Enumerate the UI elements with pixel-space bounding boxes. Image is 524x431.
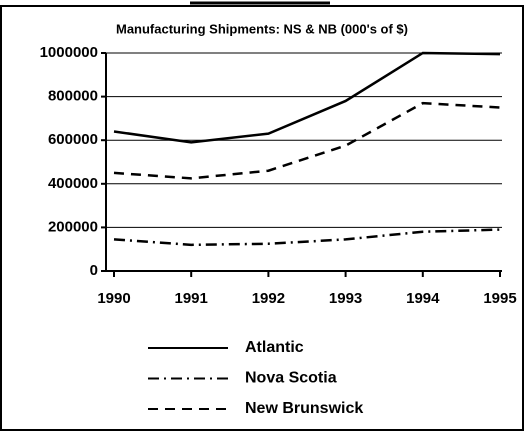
frame: [0, 5, 524, 431]
y-tick-label: 800000: [48, 88, 98, 105]
y-tick-label: 0: [90, 262, 98, 279]
x-tick-label: 1994: [406, 290, 440, 307]
series-line: [113, 101, 501, 180]
chart-title: Manufacturing Shipments: NS & NB (000's …: [116, 21, 408, 36]
x-tick-label: 1993: [329, 290, 362, 307]
legend-label: New Brunswick: [245, 400, 363, 417]
x-tick-label: 1992: [252, 290, 285, 307]
y-tick-label: 400000: [48, 175, 98, 192]
series-line: [113, 228, 501, 247]
x-tick-label: 1991: [175, 290, 208, 307]
series-line: [113, 51, 501, 144]
y-tick-label: 600000: [48, 131, 98, 148]
x-tick-label: 1990: [97, 290, 130, 307]
x-tick-label: 1995: [483, 290, 516, 307]
legend-label: Atlantic: [245, 339, 304, 356]
y-tick-label: 1000000: [40, 44, 98, 61]
y-tick-label: 200000: [48, 218, 98, 235]
legend-label: Nova Scotia: [245, 370, 337, 387]
